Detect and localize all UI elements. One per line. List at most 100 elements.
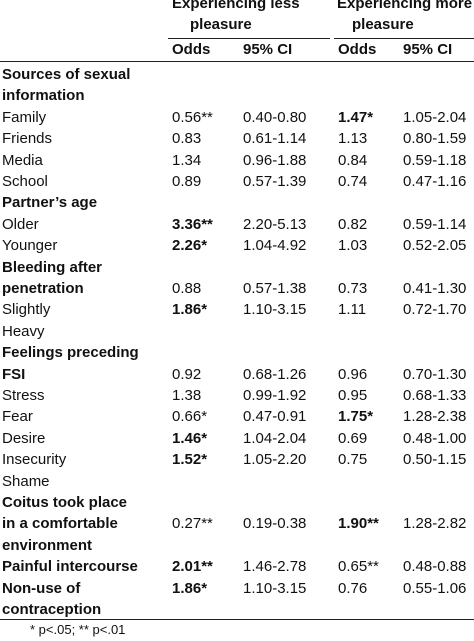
cell: 1.47* [338,108,374,126]
cell: 0.69 [338,429,368,447]
cell: 2.01** [172,558,213,576]
cell: 0.89 [172,173,202,190]
row-label: Younger [2,237,58,255]
cell: 1.46* [172,429,208,447]
footnote: * p<.05; ** p<.01 [30,622,126,637]
row-label: Fear [2,408,33,426]
row-label: Bleeding after [2,258,103,276]
rule [0,61,474,62]
cell: 0.99-1.92 [243,387,307,404]
rule [334,38,474,39]
row-label: Painful intercourse [2,558,138,576]
row-label: penetration [2,280,84,297]
cell: 1.38 [172,387,202,404]
cell: 1.46-2.78 [243,558,307,576]
row-label: Slightly [2,301,51,319]
cell: 0.59-1.14 [403,215,467,233]
cell: 0.75 [338,451,368,469]
column-header: Odds [172,41,211,58]
cell: 0.84 [338,151,368,169]
row-label: Non-use of [2,579,81,597]
cell: 1.28-2.82 [403,515,467,533]
row-label: Feelings preceding [2,344,139,362]
cell: 1.86* [172,579,208,597]
group-header: pleasure [190,16,252,33]
cell: 0.40-0.80 [243,108,307,126]
cell: 0.27** [172,515,213,533]
cell: 0.80-1.59 [403,130,467,148]
row-label: information [2,87,85,105]
column-header: Odds [338,41,377,58]
cell: 0.57-1.38 [243,280,307,297]
cell: 0.74 [338,173,368,190]
cell: 1.34 [172,151,202,169]
row-label: Family [2,108,47,126]
cell: 1.03 [338,237,368,255]
row-label: Desire [2,429,46,447]
row-label: Stress [2,387,45,404]
cell: 0.96 [338,365,368,383]
cell: 0.73 [338,280,368,297]
cell: 0.56** [172,108,213,126]
cell: 1.86* [172,301,208,319]
row-label: School [2,173,48,190]
cell: 1.04-4.92 [243,237,307,255]
row-label: FSI [2,365,26,383]
cell: 0.76 [338,579,368,597]
cell: 0.66* [172,408,208,426]
cell: 0.92 [172,365,202,383]
cell: 0.47-0.91 [243,408,307,426]
cell: 1.90** [338,515,379,533]
cell: 0.68-1.33 [403,387,467,404]
cell: 0.48-0.88 [403,558,467,576]
cell: 0.50-1.15 [403,451,467,469]
cell: 0.83 [172,130,202,148]
cell: 1.10-3.15 [243,579,307,597]
row-label: Shame [2,472,50,490]
cell: 0.96-1.88 [243,151,307,169]
group-header: Experiencing more [337,0,473,12]
cell: 0.19-0.38 [243,515,307,533]
cell: 1.11 [338,301,367,319]
cell: 0.82 [338,215,368,233]
cell: 2.26* [172,237,208,255]
cell: 0.57-1.39 [243,173,307,190]
rule [0,619,474,620]
cell: 0.52-2.05 [403,237,467,255]
cell: 1.28-2.38 [403,408,467,426]
cell: 0.72-1.70 [403,301,467,319]
row-label: Heavy [2,322,45,340]
group-header: pleasure [352,16,414,33]
row-label: in a comfortable [2,515,118,533]
cell: 2.20-5.13 [243,215,307,233]
cell: 0.48-1.00 [403,429,467,447]
cell: 3.36** [172,215,213,233]
row-label: Insecurity [2,451,67,469]
cell: 1.10-3.15 [243,301,307,319]
group-header: Experiencing less [172,0,300,12]
row-label: Sources of sexual [2,66,131,83]
row-label: Coitus took place [2,494,128,511]
row-label: Older [2,215,39,233]
cell: 0.59-1.18 [403,151,467,169]
column-header: 95% CI [243,41,293,58]
row-label: Friends [2,130,53,148]
cell: 1.04-2.04 [243,429,307,447]
cell: 0.55-1.06 [403,579,467,597]
row-label: environment [2,536,93,554]
cell: 1.05-2.20 [243,451,307,469]
cell: 0.88 [172,280,202,297]
column-header: 95% CI [403,41,453,58]
cell: 0.61-1.14 [243,130,307,148]
cell: 1.05-2.04 [403,108,467,126]
cell: 0.95 [338,387,368,404]
row-label: contraception [2,601,102,618]
cell: 0.70-1.30 [403,365,467,383]
cell: 0.47-1.16 [403,173,467,190]
rule [168,38,330,39]
row-label: Partner’s age [2,194,98,212]
cell: 0.68-1.26 [243,365,307,383]
cell: 0.41-1.30 [403,280,467,297]
row-label: Media [2,151,43,169]
